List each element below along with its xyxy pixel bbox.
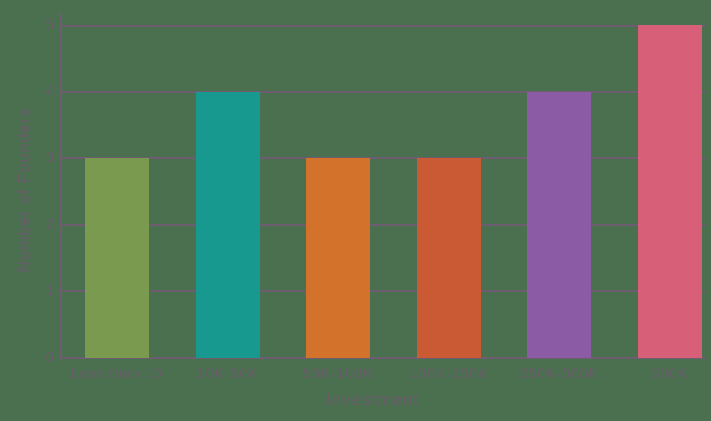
gridline-y-3 xyxy=(60,157,705,160)
y-axis-title: Number of Founders xyxy=(16,107,33,273)
bar-500k xyxy=(638,25,702,358)
bar-50k-100k xyxy=(306,158,371,358)
x-tick-label-2: 10K-50K xyxy=(196,365,259,381)
x-tick-label-6: 500K xyxy=(651,365,689,381)
bar-less-than-10 xyxy=(85,158,149,358)
x-tick-label-3: 50K-100K xyxy=(303,365,374,381)
gridline-y-0 xyxy=(60,357,705,359)
y-tick-label-5: 5 xyxy=(45,16,54,33)
bar-250k-500k xyxy=(527,91,592,358)
bar-10k-50k xyxy=(195,91,260,358)
x-tick-label-1: Less than 10 xyxy=(70,365,164,381)
gridline-y-4 xyxy=(60,90,705,93)
gridline-y-1 xyxy=(60,290,705,293)
bar-100k-250k xyxy=(416,158,481,358)
y-axis-spine xyxy=(60,13,62,358)
x-tick-label-5: 250K-500K xyxy=(519,365,599,381)
y-tick-label-4: 4 xyxy=(45,82,54,100)
y-tick-label-2: 2 xyxy=(45,215,54,233)
x-tick-label-4: 100K-250K xyxy=(409,365,489,381)
x-axis-title: Investment xyxy=(325,390,420,409)
gridline-y-5 xyxy=(60,25,705,27)
y-tick-label-1: 1 xyxy=(45,282,54,300)
gridline-y-2 xyxy=(60,223,705,226)
y-tick-label-3: 3 xyxy=(45,149,54,167)
y-tick-label-0: 0 xyxy=(45,349,54,366)
plot-area xyxy=(60,25,705,359)
